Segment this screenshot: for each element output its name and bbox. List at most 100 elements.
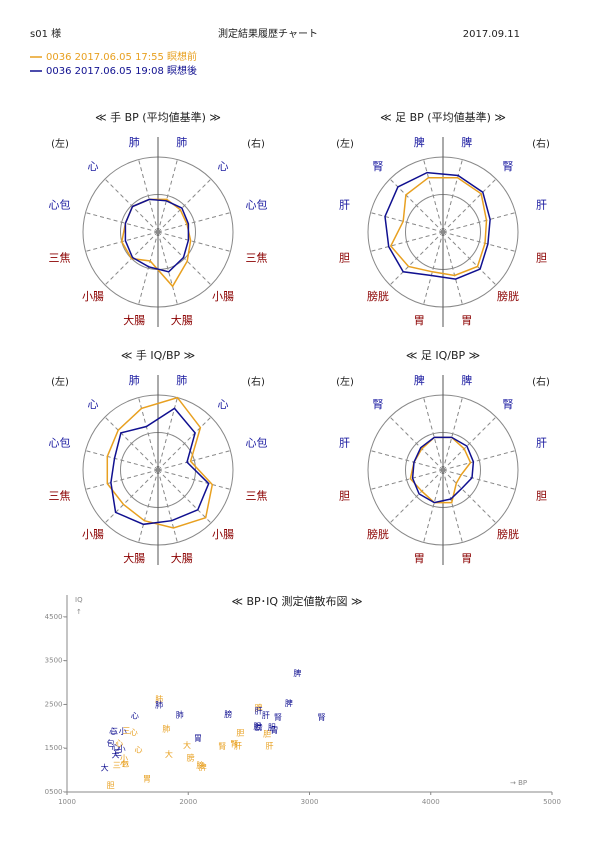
spoke	[157, 231, 178, 305]
radar-title: ≪ 足 BP (平均値基準) ≫	[380, 110, 506, 124]
axis-label: 脾	[414, 135, 425, 149]
spoke	[442, 450, 516, 471]
scatter-point: 肺	[155, 700, 163, 709]
axis-label: 小腸	[82, 528, 104, 541]
spoke	[442, 231, 497, 286]
spoke	[442, 231, 516, 252]
spoke	[157, 469, 178, 543]
axis-label: 三焦	[246, 489, 268, 502]
spoke	[370, 231, 444, 252]
axis-label: 脾	[461, 135, 472, 149]
scatter-point: 膀	[255, 722, 263, 732]
scatter-point: 三	[110, 727, 118, 736]
scatter-point: 肺	[155, 695, 163, 704]
spoke	[442, 178, 497, 233]
page-title: 測定結果履歴チャート	[218, 27, 318, 40]
scatter-point: 腎	[318, 713, 326, 722]
scatter-point: 包	[121, 758, 129, 768]
axis-label: 膀胱	[497, 527, 519, 541]
spoke	[157, 231, 231, 252]
legend-label: 0036 2017.06.05 19:08 瞑想後	[46, 64, 197, 77]
spoke	[157, 212, 231, 233]
spoke	[157, 469, 212, 524]
spoke	[85, 450, 159, 471]
scatter-title: ≪ BP･IQ 測定値散布図 ≫	[231, 594, 362, 608]
right-label: (右)	[247, 137, 265, 150]
x-tick-label: 3000	[301, 798, 319, 806]
axis-label: 心	[218, 160, 229, 173]
radar-polygon	[121, 198, 192, 288]
spoke	[442, 416, 497, 471]
axis-label: 脾	[461, 373, 472, 387]
y-axis-label: IQ	[75, 596, 83, 604]
axis-label: 胆	[339, 489, 350, 502]
scatter-point: 心	[115, 739, 123, 748]
axis-label: 膀胱	[497, 289, 519, 303]
axis-label: 胃	[461, 314, 472, 327]
scatter-point: 三	[113, 761, 121, 770]
scatter-point: 肝	[262, 711, 270, 720]
y-axis-arrow: ↑	[76, 608, 82, 616]
scatter-point: 脾	[255, 702, 263, 712]
scatter-point: 心	[130, 728, 138, 737]
axis-label: 心包	[48, 199, 70, 212]
axis-label: 腎	[503, 398, 514, 411]
axis-label: 肺	[129, 374, 140, 387]
radar-polygon	[106, 396, 214, 529]
scatter-point: 腎	[218, 742, 226, 751]
axis-label: 腎	[372, 398, 383, 411]
axis-label: 三焦	[48, 489, 70, 502]
spoke	[389, 469, 444, 524]
axis-label: 心	[87, 160, 98, 173]
scatter-point: 心	[131, 711, 139, 720]
spoke	[138, 231, 159, 305]
scatter-point: 胆	[268, 723, 276, 732]
scatter-point: 胆	[253, 722, 261, 731]
x-tick-label: 4000	[422, 798, 440, 806]
scatter-point: 脾	[285, 698, 293, 708]
spoke	[442, 212, 516, 233]
spoke	[157, 231, 212, 286]
axis-label: 肺	[176, 374, 187, 387]
axis-label: 肺	[176, 136, 187, 149]
spoke	[157, 450, 231, 471]
axis-label: 肝	[536, 199, 547, 212]
scatter-point: 脾	[199, 762, 207, 772]
spoke	[157, 159, 178, 233]
scatter-point: 胃	[194, 734, 202, 743]
axis-label: 心	[87, 398, 98, 411]
axis-label: 肝	[339, 437, 350, 450]
scatter-point: 大	[165, 749, 173, 759]
scatter-point: 脾	[293, 668, 301, 678]
scatter-point: 胆	[236, 728, 244, 737]
axis-label: 膀胱	[367, 289, 389, 303]
scatter-point: 膀	[224, 709, 232, 719]
x-tick-label: 5000	[543, 798, 561, 806]
spoke	[442, 469, 497, 524]
axis-label: 胃	[461, 552, 472, 565]
left-label: (左)	[336, 375, 354, 388]
spoke	[138, 469, 159, 543]
axis-label: 胃	[414, 552, 425, 565]
axis-label: 胆	[536, 251, 547, 264]
radar-polygon	[110, 407, 210, 526]
spoke	[157, 178, 212, 233]
spoke	[423, 159, 444, 233]
axis-label: 肝	[339, 199, 350, 212]
axis-label: 三焦	[48, 251, 70, 264]
axis-label: 胆	[536, 489, 547, 502]
axis-label: 大腸	[171, 313, 193, 327]
radar-title: ≪ 手 IQ/BP ≫	[121, 348, 195, 362]
spoke	[423, 231, 444, 305]
spoke	[157, 397, 178, 471]
axis-label: 心包	[48, 437, 70, 450]
radar-polygon	[384, 171, 491, 280]
spoke	[423, 397, 444, 471]
scatter-point: 大	[183, 740, 191, 750]
scatter-point: 胆	[107, 781, 115, 790]
y-tick-label: 3500-	[45, 657, 66, 665]
scatter-point: 心	[112, 744, 120, 753]
spoke	[138, 159, 159, 233]
scatter-point: 心	[109, 727, 117, 736]
